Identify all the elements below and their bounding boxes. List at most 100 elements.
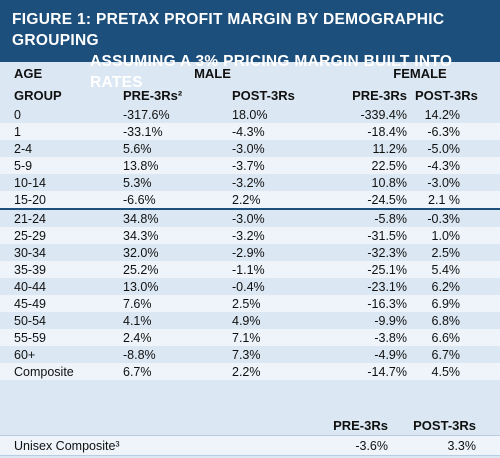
value-cell: 6.2%: [431, 279, 461, 294]
value-cell: -3.0%: [427, 175, 461, 190]
value-cell: -32.3%: [367, 245, 407, 260]
table-row: 0 -317.6% 18.0% -339.4% 14.2%: [0, 106, 500, 123]
table-row: 55-59 2.4% 7.1% -3.8% 6.6%: [0, 329, 500, 346]
header-cell: GROUP: [14, 87, 62, 103]
value-cell: -5.8%: [374, 211, 407, 226]
row-label: Unisex Composite³: [0, 435, 300, 456]
table-row: 21-24 34.8% -3.0% -5.8% -0.3%: [0, 209, 500, 227]
value-cell: 1.0%: [431, 228, 461, 243]
value-cell: -3.0%: [232, 141, 265, 156]
value-cell: 4.5%: [431, 364, 461, 379]
title-line: FIGURE 1: PRETAX PROFIT MARGIN BY DEMOGR…: [12, 11, 445, 49]
table-header: AGE MALE FEMALE GROUP PRE-3Rs² POST-3Rs …: [0, 62, 500, 106]
value-cell: 34.3%: [123, 228, 159, 243]
title-bar: FIGURE 1: PRETAX PROFIT MARGIN BY DEMOGR…: [0, 0, 500, 91]
value-cell: -3.0%: [232, 211, 265, 226]
value-cell: -3.2%: [232, 175, 265, 190]
value-cell: 3.3%: [388, 435, 500, 456]
value-cell: -14.7%: [367, 364, 407, 379]
value-cell: -339.4%: [360, 107, 407, 122]
value-cell: 14.2%: [424, 107, 461, 122]
value-cell: -2.9%: [232, 245, 265, 260]
row-label: 60+: [14, 347, 36, 362]
value-cell: 6.9%: [431, 296, 461, 311]
table-row: 1 -33.1% -4.3% -18.4% -6.3%: [0, 123, 500, 140]
value-cell: -0.3%: [427, 211, 461, 226]
table-row: 30-34 32.0% -2.9% -32.3% 2.5%: [0, 244, 500, 261]
value-cell: 13.0%: [123, 279, 159, 294]
value-cell: 6.6%: [431, 330, 461, 345]
unisex-row: Unisex Composite³ -3.6% 3.3%: [0, 435, 500, 456]
value-cell: -3.2%: [232, 228, 265, 243]
value-cell: 22.5%: [371, 158, 407, 173]
header-cell: PRE-3Rs: [333, 418, 388, 433]
row-label: 1: [14, 124, 21, 139]
value-cell: -16.3%: [367, 296, 407, 311]
value-cell: 11.2%: [372, 141, 407, 156]
unisex-table: PRE-3Rs POST-3Rs Unisex Composite³ -3.6%…: [0, 416, 500, 456]
value-cell: -3.7%: [232, 158, 265, 173]
value-cell: 13.8%: [123, 158, 159, 173]
value-cell: 2.5%: [431, 245, 461, 260]
header-cell: POST-3Rs: [413, 418, 476, 433]
value-cell: -25.1%: [367, 262, 407, 277]
row-label: 45-49: [14, 296, 46, 311]
value-cell: 6.7%: [431, 347, 461, 362]
value-cell: 25.2%: [123, 262, 159, 277]
header-row: GROUP PRE-3Rs² POST-3Rs PRE-3Rs POST-3Rs: [0, 84, 500, 106]
value-cell: 5.6%: [123, 141, 152, 156]
value-cell: 32.0%: [123, 245, 159, 260]
table-row: 40-44 13.0% -0.4% -23.1% 6.2%: [0, 278, 500, 295]
value-cell: 18.0%: [232, 107, 268, 122]
blank-cell: [0, 416, 300, 436]
value-cell: 2.4%: [123, 330, 152, 345]
row-label: 5-9: [14, 158, 33, 173]
table-body: 0 -317.6% 18.0% -339.4% 14.2% 1 -33.1% -4.3% -18…: [0, 106, 500, 380]
value-cell: 2.2%: [205, 191, 300, 210]
value-cell: -33.1%: [123, 124, 163, 139]
header-cell: MALE: [194, 65, 231, 81]
value-cell: 6.7%: [123, 364, 152, 379]
table-row: 10-14 5.3% -3.2% 10.8% -3.0%: [0, 174, 500, 191]
table-row: 50-54 4.1% 4.9% -9.9% 6.8%: [0, 312, 500, 329]
header-cell: PRE-3Rs: [352, 87, 407, 103]
header-cell: POST-3Rs: [415, 87, 478, 103]
header-row: AGE MALE FEMALE: [0, 62, 500, 84]
header-row: PRE-3Rs POST-3Rs: [0, 416, 500, 436]
value-cell: -3.8%: [374, 330, 407, 345]
value-cell: -23.1%: [367, 279, 407, 294]
value-cell: -4.3%: [427, 158, 461, 173]
value-cell: -8.8%: [123, 347, 156, 362]
row-label: 2-4: [14, 141, 33, 156]
row-label: 50-54: [14, 313, 46, 328]
value-cell: 2.2%: [232, 364, 261, 379]
value-cell: 34.8%: [123, 211, 159, 226]
value-cell: -24.5%: [300, 191, 415, 210]
header-cell: FEMALE: [393, 65, 447, 81]
value-cell: 7.6%: [123, 296, 152, 311]
value-cell: -6.6%: [105, 191, 205, 210]
value-cell: 4.9%: [232, 313, 261, 328]
row-label: 30-34: [14, 245, 46, 260]
row-label: 0: [14, 107, 21, 122]
row-label: 25-29: [14, 228, 46, 243]
table-row: 2-4 5.6% -3.0% 11.2% -5.0%: [0, 140, 500, 157]
value-cell: -31.5%: [367, 228, 407, 243]
table-row: 25-29 34.3% -3.2% -31.5% 1.0%: [0, 227, 500, 244]
table-row: 15-20 -6.6% 2.2% -24.5% 2.1 %: [0, 191, 500, 210]
value-cell: -6.3%: [427, 124, 461, 139]
table-row: 45-49 7.6% 2.5% -16.3% 6.9%: [0, 295, 500, 312]
value-cell: 2.1 %: [415, 191, 500, 210]
row-label: Composite: [14, 364, 74, 379]
table-row: 5-9 13.8% -3.7% 22.5% -4.3%: [0, 157, 500, 174]
row-label: 10-14: [14, 175, 46, 190]
row-label: 15-20: [0, 191, 105, 210]
table-row: Composite 6.7% 2.2% -14.7% 4.5%: [0, 363, 500, 380]
value-cell: -18.4%: [367, 124, 407, 139]
value-cell: 7.3%: [232, 347, 261, 362]
value-cell: -5.0%: [427, 141, 461, 156]
row-label: 55-59: [14, 330, 46, 345]
value-cell: -3.6%: [300, 435, 388, 456]
value-cell: -9.9%: [374, 313, 407, 328]
